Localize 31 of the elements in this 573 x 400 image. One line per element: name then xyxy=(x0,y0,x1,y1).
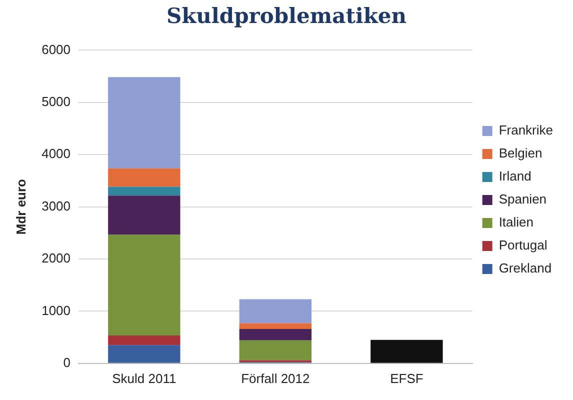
legend-label: Irland xyxy=(498,168,532,184)
x-tick-label: Förfall 2012 xyxy=(241,370,310,386)
legend-label: Frankrike xyxy=(498,122,554,138)
y-tick-label: 2000 xyxy=(42,250,71,266)
y-tick-label: 1000 xyxy=(42,302,71,318)
y-tick-label: 3000 xyxy=(42,198,71,214)
y-tick-label: 6000 xyxy=(42,42,71,57)
chart-title: Skuldproblematiken xyxy=(166,3,407,28)
bar xyxy=(108,335,180,346)
bar xyxy=(108,77,180,168)
y-tick-label: 5000 xyxy=(42,94,71,109)
bar xyxy=(239,328,312,340)
bar xyxy=(370,340,443,363)
legend-label: Portugal xyxy=(498,238,548,253)
x-tick-label: Skuld 2011 xyxy=(112,370,176,386)
bar xyxy=(239,323,312,329)
legend-label: Spanien xyxy=(498,192,547,207)
bar xyxy=(108,168,180,187)
bar xyxy=(108,345,180,363)
legend-label: Italien xyxy=(498,214,534,230)
y-tick-label: 4000 xyxy=(42,146,71,162)
bar xyxy=(108,234,180,336)
legend-label: Grekland xyxy=(498,260,552,276)
bar xyxy=(108,186,180,196)
x-tick-label: EFSF xyxy=(390,370,424,386)
bar xyxy=(108,196,180,235)
bar xyxy=(239,299,312,324)
legend-label: Belgien xyxy=(498,146,542,161)
bar xyxy=(239,340,312,360)
y-tick-label: 0 xyxy=(63,354,71,370)
y-axis-title: Mdr euro xyxy=(13,178,28,235)
